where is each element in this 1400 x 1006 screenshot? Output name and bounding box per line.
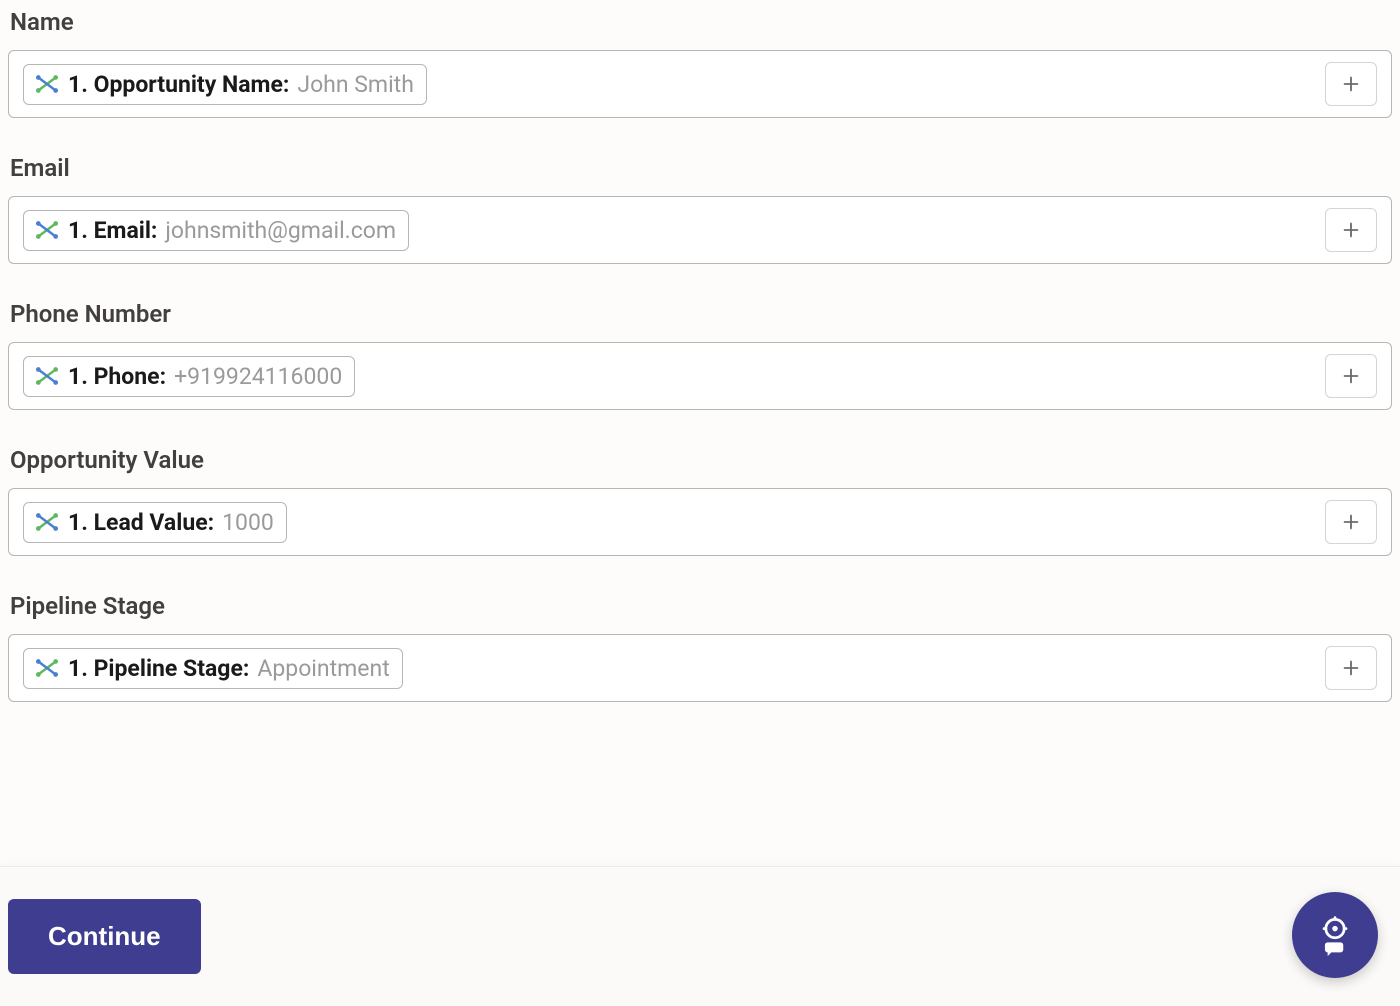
pill-email[interactable]: 1. Email: johnsmith@gmail.com <box>23 210 409 251</box>
field-input-name[interactable]: 1. Opportunity Name: John Smith <box>8 50 1392 118</box>
field-group-name: Name 1. Opportunity Name: John Smith <box>8 8 1392 118</box>
pill-value: +919924116000 <box>174 363 342 390</box>
footer-bar: Continue <box>0 866 1400 1006</box>
pill-label: 1. Opportunity Name: <box>68 71 289 98</box>
leadconnector-icon <box>34 655 60 681</box>
plus-icon <box>1340 365 1362 387</box>
field-label-phone: Phone Number <box>8 300 1392 328</box>
pill-value: johnsmith@gmail.com <box>165 217 396 244</box>
field-group-pipeline-stage: Pipeline Stage 1. Pipeline Stage: Appoin… <box>8 592 1392 702</box>
plus-icon <box>1340 511 1362 533</box>
form-area: Name 1. Opportunity Name: John Smith Ema… <box>8 8 1392 702</box>
field-input-opportunity-value[interactable]: 1. Lead Value: 1000 <box>8 488 1392 556</box>
field-input-pipeline-stage[interactable]: 1. Pipeline Stage: Appointment <box>8 634 1392 702</box>
pill-value: John Smith <box>297 71 414 98</box>
field-group-phone: Phone Number 1. Phone: +919924116000 <box>8 300 1392 410</box>
plus-icon <box>1340 219 1362 241</box>
help-chat-icon <box>1313 913 1357 957</box>
pill-container: 1. Lead Value: 1000 <box>23 502 1325 543</box>
field-input-phone[interactable]: 1. Phone: +919924116000 <box>8 342 1392 410</box>
continue-button[interactable]: Continue <box>8 899 201 974</box>
pill-pipeline-stage[interactable]: 1. Pipeline Stage: Appointment <box>23 648 403 689</box>
pill-label: 1. Pipeline Stage: <box>68 655 249 682</box>
field-label-pipeline-stage: Pipeline Stage <box>8 592 1392 620</box>
plus-icon <box>1340 73 1362 95</box>
pill-container: 1. Opportunity Name: John Smith <box>23 64 1325 105</box>
field-input-email[interactable]: 1. Email: johnsmith@gmail.com <box>8 196 1392 264</box>
leadconnector-icon <box>34 363 60 389</box>
field-group-opportunity-value: Opportunity Value 1. Lead Value: 1000 <box>8 446 1392 556</box>
leadconnector-icon <box>34 71 60 97</box>
pill-opportunity-value[interactable]: 1. Lead Value: 1000 <box>23 502 287 543</box>
field-label-name: Name <box>8 8 1392 36</box>
pill-phone[interactable]: 1. Phone: +919924116000 <box>23 356 355 397</box>
pill-label: 1. Phone: <box>68 363 166 390</box>
pill-value: Appointment <box>257 655 389 682</box>
pill-label: 1. Email: <box>68 217 157 244</box>
add-button[interactable] <box>1325 354 1377 398</box>
field-group-email: Email 1. Email: johnsmith@gmail.com <box>8 154 1392 264</box>
add-button[interactable] <box>1325 62 1377 106</box>
field-label-email: Email <box>8 154 1392 182</box>
leadconnector-icon <box>34 509 60 535</box>
pill-container: 1. Phone: +919924116000 <box>23 356 1325 397</box>
pill-name[interactable]: 1. Opportunity Name: John Smith <box>23 64 427 105</box>
add-button[interactable] <box>1325 208 1377 252</box>
add-button[interactable] <box>1325 646 1377 690</box>
field-label-opportunity-value: Opportunity Value <box>8 446 1392 474</box>
pill-container: 1. Email: johnsmith@gmail.com <box>23 210 1325 251</box>
pill-label: 1. Lead Value: <box>68 509 214 536</box>
leadconnector-icon <box>34 217 60 243</box>
add-button[interactable] <box>1325 500 1377 544</box>
pill-value: 1000 <box>222 509 274 536</box>
pill-container: 1. Pipeline Stage: Appointment <box>23 648 1325 689</box>
plus-icon <box>1340 657 1362 679</box>
help-fab[interactable] <box>1292 892 1378 978</box>
